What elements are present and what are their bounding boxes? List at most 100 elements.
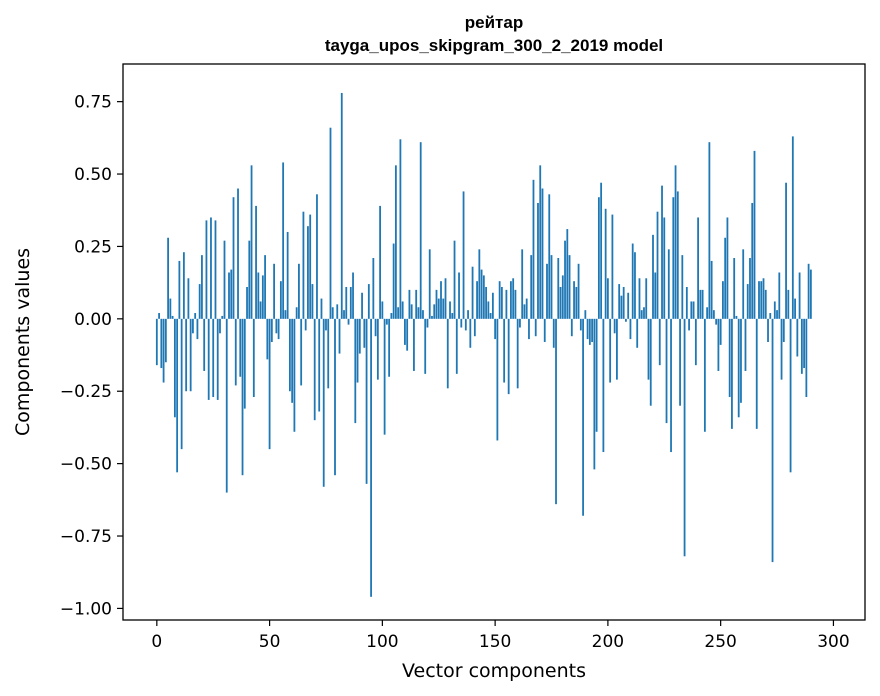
bar <box>742 249 745 319</box>
bar <box>573 281 575 319</box>
bar <box>286 231 289 319</box>
bar <box>223 240 226 319</box>
bar <box>807 263 810 319</box>
bar <box>776 310 778 319</box>
bar <box>604 208 607 319</box>
bar <box>559 286 562 319</box>
bar <box>663 217 666 319</box>
bar <box>205 220 208 319</box>
bar <box>354 318 357 424</box>
bar <box>672 197 675 319</box>
bar <box>410 304 413 319</box>
bar <box>160 318 163 369</box>
bar <box>665 318 668 424</box>
bar <box>722 281 724 319</box>
bar <box>390 313 393 319</box>
y-axis-ticks: −1.00 −0.75 −0.50 −0.25 0.00 0.25 0.50 0.75 <box>60 93 123 619</box>
bar <box>363 318 366 348</box>
bar <box>241 318 244 476</box>
bar <box>595 318 598 432</box>
bar <box>282 162 285 319</box>
bar <box>706 307 709 319</box>
bar <box>381 301 384 319</box>
bar <box>683 318 686 557</box>
bar <box>602 318 605 453</box>
bar <box>809 269 812 319</box>
bar <box>394 165 397 319</box>
bar <box>579 318 582 331</box>
bar <box>737 318 740 418</box>
bar <box>480 269 483 319</box>
bar <box>458 272 460 319</box>
bar <box>259 301 262 319</box>
bar <box>169 298 172 319</box>
bar <box>476 281 478 319</box>
bar <box>541 188 544 319</box>
bar <box>250 165 253 319</box>
x-axis-ticks: 0 50 100 150 200 250 300 <box>151 620 850 652</box>
x-tick-label: 0 <box>151 632 162 652</box>
bar <box>699 289 702 319</box>
bar <box>514 289 517 319</box>
bar <box>431 315 433 319</box>
bar <box>322 318 325 487</box>
bar <box>417 307 420 319</box>
bar <box>408 289 411 319</box>
bar <box>277 318 280 340</box>
bar <box>176 318 179 473</box>
bar <box>252 318 255 398</box>
bar <box>500 286 503 319</box>
bar <box>661 185 663 319</box>
bar <box>800 318 803 374</box>
bar <box>485 286 487 319</box>
bar <box>735 315 738 319</box>
bar <box>345 286 348 319</box>
bar <box>622 286 625 319</box>
bar <box>728 318 731 398</box>
bar <box>692 301 695 319</box>
bar <box>237 188 239 319</box>
bar <box>620 295 623 319</box>
bar <box>187 278 190 319</box>
bar <box>782 318 785 342</box>
bar <box>625 318 627 322</box>
bar <box>749 258 751 319</box>
bar <box>435 289 438 319</box>
bar <box>586 318 589 340</box>
bar <box>194 313 197 319</box>
bar <box>787 289 790 319</box>
bar <box>773 301 776 319</box>
bar <box>710 260 713 319</box>
bar <box>701 289 704 319</box>
bar <box>649 318 652 406</box>
bar <box>196 318 199 340</box>
bar <box>437 298 440 319</box>
bar <box>352 272 354 319</box>
bar <box>210 217 212 319</box>
bar <box>257 272 260 319</box>
bar <box>744 318 747 371</box>
bar <box>597 197 600 319</box>
bar <box>404 318 406 345</box>
bar <box>266 318 269 360</box>
bar <box>388 318 391 377</box>
bar <box>302 211 305 319</box>
bar <box>528 318 530 340</box>
bar <box>703 318 706 432</box>
y-tick-label: 0.75 <box>74 93 112 113</box>
bar <box>679 318 681 406</box>
bar <box>214 220 217 319</box>
bar <box>327 318 330 389</box>
bar <box>361 292 363 319</box>
bar <box>591 318 593 342</box>
bar <box>507 318 510 395</box>
bar <box>760 281 763 319</box>
bar <box>298 263 300 319</box>
bar <box>552 318 555 348</box>
bar <box>712 310 715 319</box>
bar <box>519 318 521 328</box>
bar <box>557 258 560 319</box>
y-tick-label: −0.50 <box>60 455 112 475</box>
bar <box>494 318 497 340</box>
bar <box>798 272 801 319</box>
